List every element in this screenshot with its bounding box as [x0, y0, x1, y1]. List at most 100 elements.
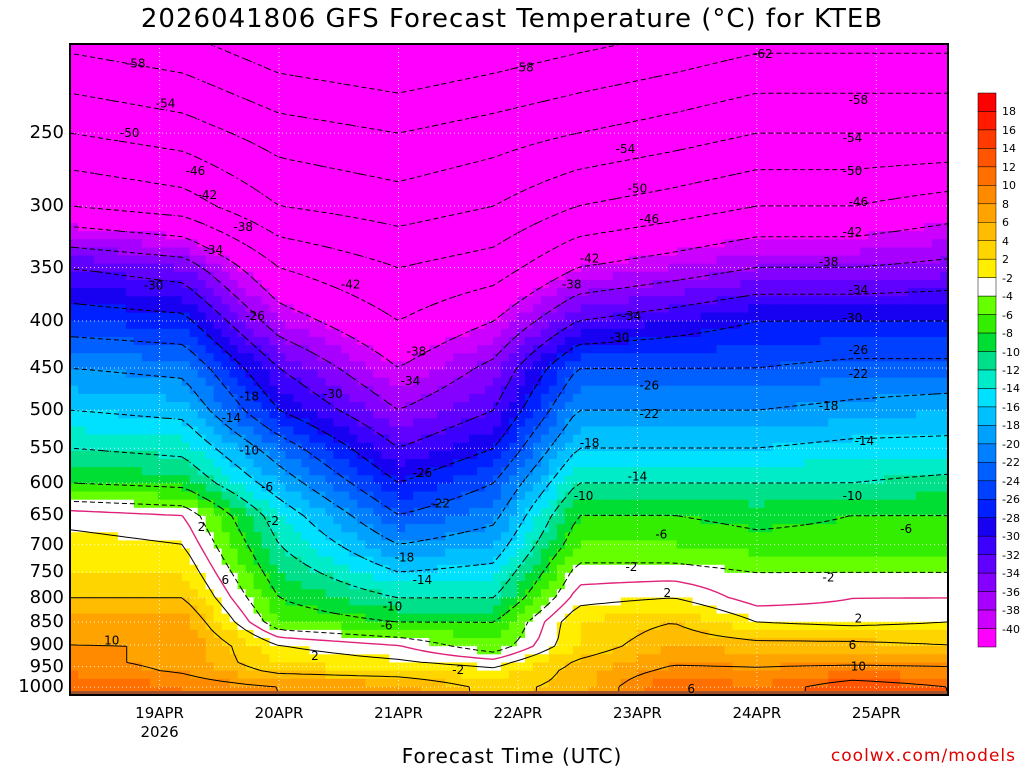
contour-label: -2 [452, 663, 464, 677]
colorbar-label: 6 [1002, 216, 1009, 230]
colorbar-box [977, 443, 997, 463]
colorbar-box [977, 314, 997, 334]
contour-label: -10 [843, 489, 863, 503]
contour-label: 10 [851, 660, 866, 674]
contour-label: -54 [843, 131, 863, 145]
contour--46 [70, 161, 948, 269]
contour-label: -58 [126, 56, 146, 70]
contour-label: -18 [395, 550, 415, 564]
colorbar-label: -38 [1002, 604, 1020, 618]
y-tick-label: 950 [29, 655, 64, 677]
x-tick-label: 22APR [493, 704, 543, 722]
contour-label: -58 [849, 93, 869, 107]
colorbar-box [977, 129, 997, 149]
contour-label: -30 [323, 387, 343, 401]
contour-label: 10 [104, 634, 119, 648]
contour-6 [70, 597, 948, 695]
contour-label: -42 [341, 277, 361, 291]
contour-label: -2 [823, 570, 835, 584]
contour-label: -26 [245, 309, 265, 323]
y-tick-label: 750 [29, 561, 64, 583]
colorbar-label: 16 [1002, 123, 1016, 137]
contour-label: -54 [156, 96, 176, 110]
x-tick-label: 25APR [851, 704, 901, 722]
contour-label: -6 [655, 528, 667, 542]
colorbar-label: -18 [1002, 419, 1020, 433]
y-tick-label: 550 [29, 437, 64, 459]
contour-label: -50 [120, 126, 140, 140]
colorbar-label: -4 [1002, 290, 1013, 304]
colorbar-label: -28 [1002, 511, 1020, 525]
plot-frame [69, 43, 949, 696]
contour-label: -38 [562, 277, 582, 291]
x-axis-label: Forecast Time (UTC) [401, 744, 623, 768]
contour--2 [70, 500, 948, 653]
y-tick-label: 600 [29, 471, 64, 493]
contour--6 [70, 482, 948, 623]
contour-label: -46 [640, 212, 660, 226]
colorbar-label: -32 [1002, 548, 1020, 562]
colorbar-box [977, 258, 997, 278]
contour-label: -6 [900, 522, 912, 536]
y-tick-label: 400 [29, 309, 64, 331]
contour-label: 6 [221, 573, 229, 587]
contour-label: 2 [663, 586, 671, 600]
contour-label: -22 [849, 367, 869, 381]
contour-label: -46 [186, 164, 206, 178]
y-tick-label: 800 [29, 586, 64, 608]
colorbar-label: -6 [1002, 308, 1013, 322]
contour-label: -10 [383, 599, 403, 613]
colorbar-label: -2 [1002, 271, 1013, 285]
colorbar-box [977, 499, 997, 518]
contour-label: -14 [855, 434, 875, 448]
colorbar-label: -36 [1002, 585, 1020, 599]
contour--18 [70, 367, 948, 545]
contour-label: -42 [580, 251, 600, 265]
colorbar-label: -30 [1002, 530, 1020, 544]
colorbar-box [977, 572, 997, 592]
contour-label: 2 [855, 611, 863, 625]
colorbar-box [977, 295, 997, 315]
colorbar-box [977, 425, 997, 445]
contour-label: -50 [843, 164, 863, 178]
contour-label: -54 [616, 142, 636, 156]
colorbar-box [977, 480, 997, 500]
colorbar-box [977, 609, 997, 629]
contour--26 [70, 302, 948, 483]
contour-label: -2 [267, 514, 279, 528]
colorbar-label: -8 [1002, 327, 1013, 341]
colorbar-box [977, 462, 997, 482]
contour-label: 2 [198, 520, 206, 534]
colorbar-box [977, 554, 997, 574]
colorbar-label: 2 [1002, 253, 1009, 267]
contour-label: 2 [311, 649, 319, 663]
contour-0 [70, 509, 948, 660]
colorbar-box [977, 332, 997, 352]
colorbar-box [977, 240, 997, 260]
contour-label: 6 [849, 638, 857, 652]
x-tick-label: 20APR [254, 704, 304, 722]
contour-2 [70, 529, 948, 669]
y-tick-label: 1000 [18, 676, 64, 698]
colorbar-box [977, 628, 997, 648]
colorbar-label: -34 [1002, 567, 1020, 581]
x-tick-label: 21APR [374, 704, 423, 722]
colorbar-box [977, 351, 997, 371]
contour--50 [70, 132, 948, 227]
y-tick-label: 500 [29, 399, 64, 421]
contour-label: -42 [843, 225, 863, 239]
contour-label: -46 [849, 195, 869, 209]
contour-label: -18 [239, 389, 259, 403]
ground-strip [70, 691, 948, 695]
colorbar-label: -14 [1002, 382, 1020, 396]
y-tick-label: 450 [29, 357, 64, 379]
contour--22 [70, 336, 948, 515]
colorbar-box [977, 203, 997, 223]
contour--42 [70, 190, 948, 321]
colorbar-label: -10 [1002, 345, 1020, 359]
contour--30 [70, 268, 948, 448]
contour-label: -42 [198, 188, 218, 202]
colorbar-label: 10 [1002, 179, 1016, 193]
contour--54 [70, 92, 948, 182]
